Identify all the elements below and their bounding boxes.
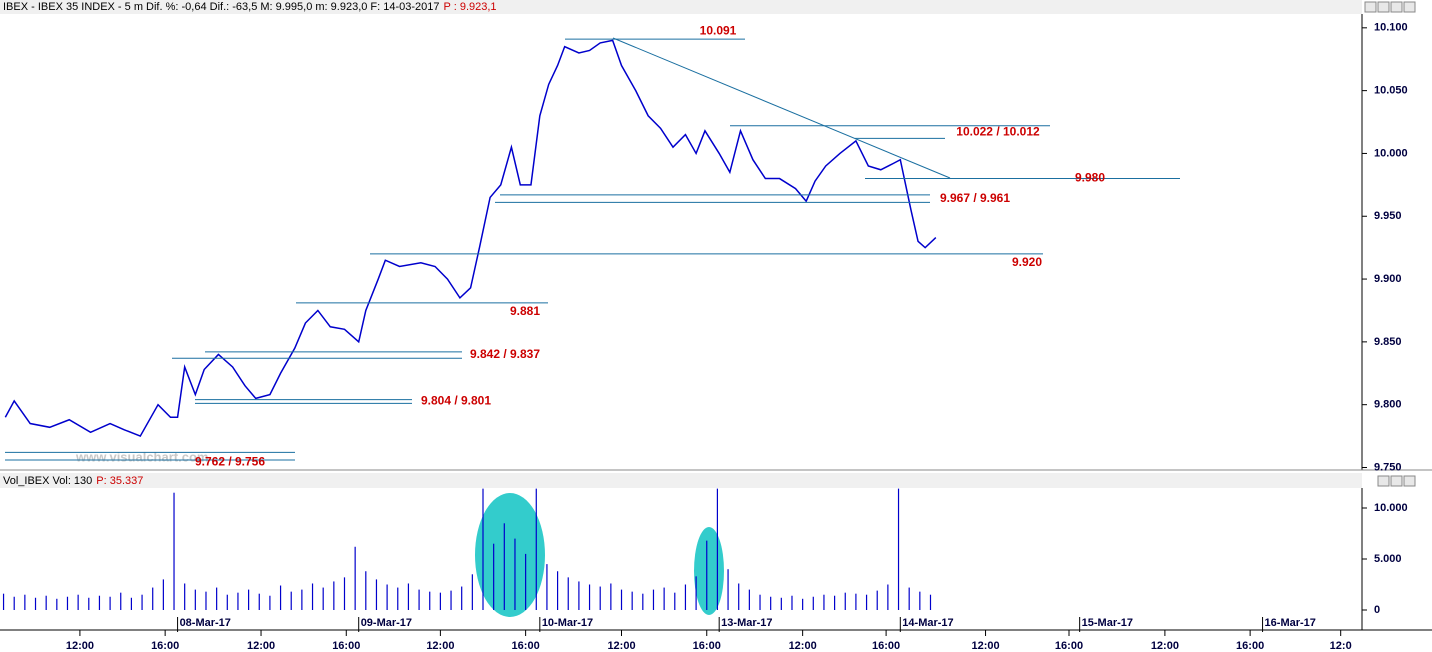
level-label: 9.842 / 9.837 [470,347,540,361]
x-tick-label: 12:00 [1151,640,1179,652]
close-button[interactable] [1403,1,1416,13]
x-tick-label: 16:00 [332,640,360,652]
level-label: 9.762 / 9.756 [195,454,265,468]
x-tick-label: 12:00 [66,640,94,652]
x-tick-label: 16:00 [1055,640,1083,652]
y-tick-label: 9.900 [1374,273,1402,285]
minimize-button[interactable] [1377,475,1390,487]
price-header-text: IBEX - IBEX 35 INDEX - 5 m Dif. %: -0,64… [3,1,440,13]
watermark: www.visualchart.com [75,449,208,464]
price-header: IBEX - IBEX 35 INDEX - 5 m Dif. %: -0,64… [3,1,497,13]
y-tick-label: 9.950 [1374,210,1402,222]
level-label: 10.022 / 10.012 [956,124,1040,138]
level-label: 9.804 / 9.801 [421,394,491,408]
x-tick-label: 16:00 [1236,640,1264,652]
price-header-extra: P : 9.923,1 [444,1,497,13]
level-label: 9.881 [510,304,540,318]
x-tick-label: 16:00 [151,640,179,652]
x-tick-label: 12:00 [426,640,454,652]
level-label: 9.967 / 9.961 [940,191,1010,205]
x-tick-label: 12:00 [789,640,817,652]
y-tick-label: 10.050 [1374,85,1408,97]
volume-header-extra: P: 35.337 [96,475,143,487]
level-label: 10.091 [700,23,737,37]
minimize-button[interactable] [1364,1,1377,13]
x-tick-label: 10-Mar-17 [542,617,593,629]
header-bar [0,0,1362,14]
x-tick-label: 15-Mar-17 [1082,617,1133,629]
level-label: 9.920 [1012,255,1042,269]
x-tick-label: 12:0 [1330,640,1352,652]
close-button[interactable] [1403,475,1416,487]
x-tick-label: 08-Mar-17 [180,617,231,629]
header-bar [0,473,1362,488]
level-label: 9.980 [1075,171,1105,185]
x-tick-label: 16-Mar-17 [1265,617,1316,629]
y-tick-label: 5.000 [1374,553,1402,565]
x-tick-label: 12:00 [971,640,999,652]
y-tick-label: 0 [1374,604,1380,616]
price-line [4,39,937,438]
x-tick-label: 14-Mar-17 [902,617,953,629]
x-tick-label: 09-Mar-17 [361,617,412,629]
y-tick-label: 9.800 [1374,399,1402,411]
x-tick-label: 16:00 [693,640,721,652]
maximize-button[interactable] [1390,1,1403,13]
x-tick-label: 16:00 [512,640,540,652]
window-buttons [1364,1,1416,487]
y-tick-label: 10.000 [1374,502,1408,514]
y-tick-label: 9.850 [1374,336,1402,348]
maximize-button[interactable] [1390,475,1403,487]
y-tick-label: 10.000 [1374,147,1408,159]
y-tick-label: 10.100 [1374,22,1408,34]
x-tick-label: 12:00 [607,640,635,652]
volume-header-text: Vol_IBEX Vol: 130 [3,475,92,487]
y-tick-label: 9.750 [1374,461,1402,473]
highlight-ellipse [475,493,545,617]
highlight-ellipse [694,527,724,615]
x-tick-label: 12:00 [247,640,275,652]
trend-line [612,37,951,179]
x-tick-label: 13-Mar-17 [721,617,772,629]
volume-header: Vol_IBEX Vol: 130 P: 35.337 [3,475,143,487]
x-tick-label: 16:00 [872,640,900,652]
restore-button[interactable] [1377,1,1390,13]
